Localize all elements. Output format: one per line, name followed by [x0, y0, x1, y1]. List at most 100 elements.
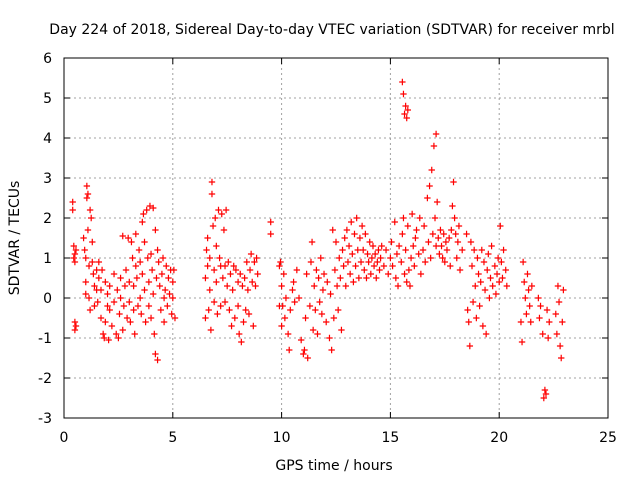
data-point [226, 306, 233, 314]
data-point [451, 214, 458, 222]
data-point [246, 266, 254, 274]
data-point [151, 330, 158, 338]
data-point [402, 102, 409, 110]
data-point [147, 250, 155, 258]
data-point [349, 250, 356, 258]
y-tick-label: 2 [43, 211, 52, 227]
data-point [303, 270, 310, 278]
data-point [215, 206, 222, 214]
data-point [93, 266, 100, 274]
data-point [243, 258, 250, 266]
y-tick-label: 3 [43, 171, 52, 187]
data-point [235, 330, 243, 338]
data-point [535, 294, 542, 302]
data-point [97, 314, 105, 322]
data-point [398, 258, 405, 266]
data-point [213, 278, 220, 286]
data-point [554, 282, 562, 290]
data-point [242, 306, 249, 314]
data-point [216, 254, 223, 262]
data-point [234, 278, 242, 286]
data-point [120, 302, 128, 310]
data-point [382, 246, 390, 254]
data-point [403, 114, 410, 122]
data-point [142, 318, 149, 326]
data-point [422, 258, 429, 266]
data-point [431, 214, 439, 222]
data-point [104, 290, 111, 298]
data-point [394, 282, 402, 290]
data-point [140, 210, 147, 218]
data-point [101, 334, 108, 342]
data-point [387, 254, 394, 262]
data-point [133, 274, 141, 282]
data-point [399, 230, 406, 238]
data-point [276, 262, 283, 270]
data-point [282, 294, 290, 302]
data-point [492, 290, 500, 298]
data-point [407, 254, 415, 262]
data-point [139, 270, 146, 278]
data-point [147, 314, 155, 322]
data-point [503, 282, 511, 290]
data-point [146, 202, 154, 210]
data-point [521, 278, 528, 286]
data-point [281, 314, 289, 322]
data-point [455, 222, 463, 230]
data-point [81, 246, 88, 254]
data-point [220, 226, 228, 234]
data-point [403, 278, 410, 286]
data-point [470, 246, 478, 254]
data-point [401, 110, 408, 118]
data-point [203, 246, 210, 254]
data-point [474, 254, 481, 262]
data-point [348, 218, 355, 226]
data-point [132, 230, 140, 238]
data-point [477, 278, 484, 286]
data-point [229, 286, 236, 294]
data-point [221, 298, 229, 306]
data-point [91, 282, 98, 290]
data-point [543, 306, 551, 314]
data-point [480, 258, 488, 266]
data-point [406, 282, 414, 290]
data-point [102, 278, 109, 286]
data-point [320, 270, 328, 278]
data-point [249, 278, 256, 286]
data-point [290, 278, 297, 286]
data-point [165, 274, 172, 282]
data-point [324, 278, 331, 286]
data-point [204, 234, 211, 242]
data-point [488, 242, 495, 250]
data-point [163, 262, 170, 270]
data-point [365, 258, 372, 266]
data-point [467, 238, 475, 246]
data-point [361, 266, 368, 274]
data-point [148, 266, 156, 274]
data-point [82, 254, 89, 262]
data-point [459, 246, 466, 254]
data-point [166, 290, 173, 298]
data-point [336, 254, 343, 262]
data-point [363, 274, 370, 282]
data-point [241, 274, 248, 282]
x-tick-label: 0 [60, 430, 69, 446]
data-point [267, 218, 274, 226]
data-point [370, 262, 378, 270]
data-point [544, 334, 552, 342]
data-point [524, 270, 531, 278]
data-point [225, 258, 232, 266]
data-point [552, 310, 559, 318]
data-point [435, 234, 442, 242]
data-point [432, 130, 440, 138]
data-point [482, 330, 490, 338]
data-point [401, 270, 408, 278]
data-point [204, 262, 211, 270]
data-point [442, 238, 450, 246]
data-point [392, 274, 400, 282]
y-tick-label: 1 [43, 251, 52, 267]
data-point [464, 306, 471, 314]
data-point [152, 226, 159, 234]
data-point [83, 194, 91, 202]
data-point [491, 262, 499, 270]
